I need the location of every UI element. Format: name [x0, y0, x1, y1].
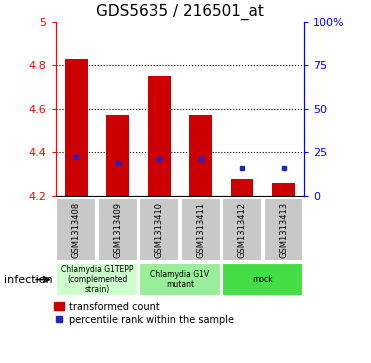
Bar	[189, 115, 212, 196]
Bar	[139, 198, 179, 261]
Bar	[98, 198, 138, 261]
Bar	[231, 179, 253, 196]
Text: mock: mock	[253, 275, 273, 284]
Bar	[222, 263, 303, 296]
Bar	[56, 198, 96, 261]
Legend: transformed count, percentile rank within the sample: transformed count, percentile rank withi…	[53, 301, 234, 326]
Bar	[222, 198, 262, 261]
Text: infection: infection	[4, 274, 52, 285]
Text: GSM1313413: GSM1313413	[279, 201, 288, 258]
Bar	[264, 198, 303, 261]
Text: GSM1313409: GSM1313409	[113, 201, 122, 258]
Bar	[65, 59, 88, 196]
Bar	[56, 263, 138, 296]
Text: GSM1313412: GSM1313412	[237, 201, 247, 258]
Text: GSM1313411: GSM1313411	[196, 201, 205, 258]
Bar	[181, 198, 220, 261]
Text: GSM1313410: GSM1313410	[155, 201, 164, 258]
Bar	[148, 76, 171, 196]
Bar	[106, 115, 129, 196]
Text: Chlamydia G1TEPP
(complemented
strain): Chlamydia G1TEPP (complemented strain)	[61, 265, 133, 294]
Text: Chlamydia G1V
mutant: Chlamydia G1V mutant	[150, 270, 210, 289]
Bar	[272, 183, 295, 196]
Bar	[139, 263, 220, 296]
Title: GDS5635 / 216501_at: GDS5635 / 216501_at	[96, 4, 264, 20]
Text: GSM1313408: GSM1313408	[72, 201, 81, 258]
